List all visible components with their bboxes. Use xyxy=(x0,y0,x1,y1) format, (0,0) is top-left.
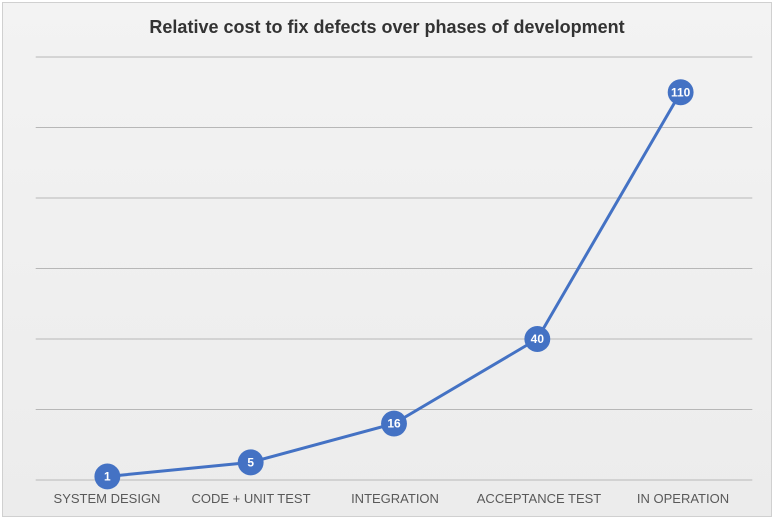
data-point-label: 1 xyxy=(104,469,111,483)
chart-svg: 1 5 16 40 110 xyxy=(35,57,753,480)
x-axis-label: ACCEPTANCE TEST xyxy=(477,491,601,506)
chart-container: Relative cost to fix defects over phases… xyxy=(0,0,774,519)
data-point-label: 16 xyxy=(387,417,401,431)
chart-panel: Relative cost to fix defects over phases… xyxy=(2,2,772,517)
x-axis-label: INTEGRATION xyxy=(351,491,439,506)
data-point-label: 5 xyxy=(247,455,254,469)
plot-area: 1 5 16 40 110 xyxy=(35,57,753,480)
data-point-label: 110 xyxy=(671,85,691,99)
x-axis-label: IN OPERATION xyxy=(637,491,729,506)
x-axis-label: SYSTEM DESIGN xyxy=(54,491,161,506)
x-axis-label: CODE + UNIT TEST xyxy=(191,491,310,506)
chart-title: Relative cost to fix defects over phases… xyxy=(3,17,771,38)
data-point-label: 40 xyxy=(531,332,545,346)
